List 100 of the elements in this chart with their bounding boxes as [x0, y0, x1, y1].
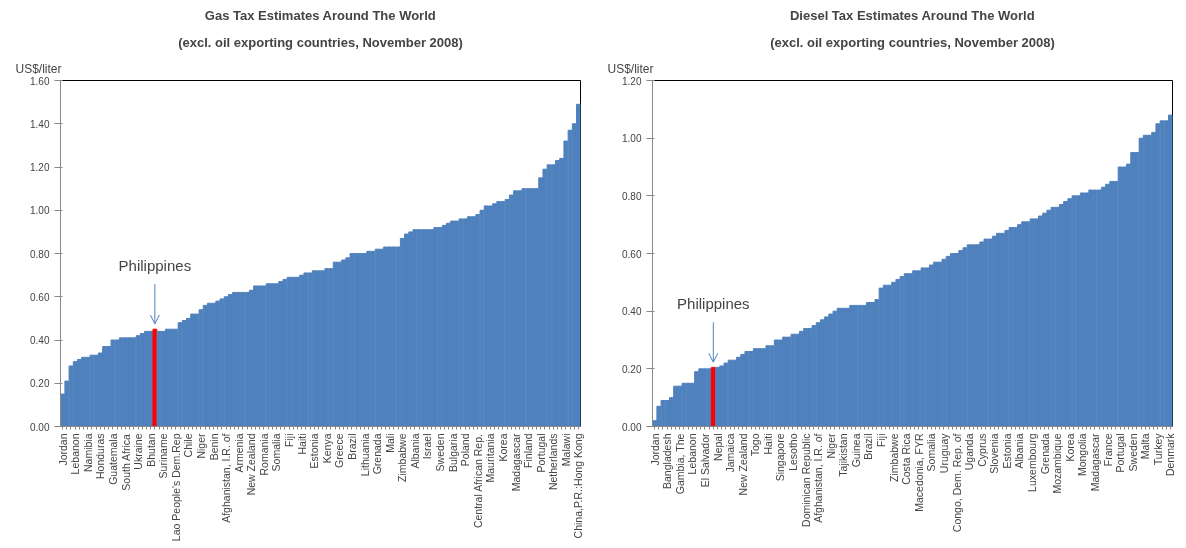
- x-tick-label: Haiti: [295, 433, 308, 455]
- y-tick-label: 1.20: [622, 75, 642, 87]
- x-tick-label: Mauritania: [484, 433, 497, 483]
- chart-subtitle: (excl. oil exporting countries, November 2008): [178, 34, 463, 50]
- y-tick-label: 1.40: [30, 118, 50, 130]
- annotation: Philippines: [118, 256, 192, 274]
- x-tick-label: Togo: [749, 433, 762, 457]
- y-tick-label: 0.40: [622, 306, 642, 318]
- x-tick-label: Albania: [1013, 433, 1026, 469]
- x-tick-label: Gambia, The: [673, 433, 686, 495]
- x-tick-label: Macedonia, FYR: [912, 433, 925, 512]
- y-tick-label: 1.00: [622, 133, 642, 145]
- bar: [152, 328, 158, 427]
- x-tick-label: Mozambique: [1051, 433, 1064, 494]
- bar: [391, 246, 397, 427]
- y-axis-title: US$/liter: [15, 61, 62, 76]
- bar: [1071, 195, 1077, 427]
- x-tick-label: Suriname: [157, 433, 170, 479]
- x-tick-label: Albania: [408, 433, 421, 469]
- x-tick-label: Niger: [194, 433, 207, 459]
- x-tick-label: Grenada: [371, 433, 384, 475]
- x-tick-label: New Zealand: [736, 433, 749, 496]
- y-tick-label: 0.00: [30, 421, 50, 433]
- bar: [307, 272, 313, 427]
- y-tick-label: 0.60: [622, 248, 642, 260]
- x-tick-label: Luxembourg: [1026, 433, 1039, 492]
- bar: [681, 382, 687, 427]
- x-tick-label: Kenya: [320, 433, 333, 464]
- x-tick-label: Ukraine: [132, 433, 145, 470]
- x-tick-label: Estonia: [1000, 433, 1013, 469]
- x-tick-label: Niger: [824, 433, 837, 459]
- x-tick-label: Mali: [383, 433, 396, 453]
- bar: [702, 368, 708, 427]
- x-tick-label: Greece: [333, 433, 346, 468]
- chart-title: Gas Tax Estimates Around The World: [204, 7, 436, 23]
- x-tick-label: Costa Rica: [900, 433, 913, 485]
- bar: [723, 362, 729, 427]
- x-tick-label: Dominican Republic: [799, 433, 812, 527]
- x-tick-label: Armenia: [232, 433, 245, 473]
- x-tick-label: Sweden: [434, 433, 447, 472]
- x-tick-label: Somalia: [925, 433, 938, 472]
- x-tick-label: Korea: [1063, 433, 1076, 462]
- x-tick-label: Jordan: [56, 433, 69, 466]
- bar: [479, 209, 485, 427]
- x-tick-label: Nepal: [711, 433, 724, 461]
- x-tick-label: Estonia: [308, 433, 321, 469]
- bar: [832, 310, 838, 427]
- x-tick-label: Madagascar: [1088, 433, 1101, 492]
- x-tick-label: Zimbabwe: [396, 433, 409, 482]
- y-tick-label: 0.60: [30, 291, 50, 303]
- bar: [89, 354, 95, 427]
- x-tick-label: New Zealand: [245, 433, 258, 496]
- bar: [853, 304, 859, 427]
- x-tick-label: Finland: [522, 433, 535, 468]
- x-tick-label: Uganda: [963, 433, 976, 471]
- x-tick-label: Somalia: [270, 433, 283, 472]
- x-tick-label: Sweden: [1126, 433, 1139, 472]
- x-tick-label: Malta: [1139, 433, 1152, 460]
- bar: [542, 168, 548, 427]
- x-tick-label: Mongolia: [1076, 433, 1089, 477]
- bar: [131, 337, 137, 427]
- bar: [744, 351, 750, 427]
- x-tick-label: Fiji: [875, 433, 888, 447]
- bar: [219, 298, 225, 427]
- x-tick-label: Madagascar: [509, 433, 522, 492]
- x-tick-label: Malawi: [559, 433, 572, 467]
- bar: [983, 238, 989, 427]
- bar: [521, 188, 527, 427]
- x-tick-label: Benin: [207, 433, 220, 461]
- x-tick-label: Netherlands: [547, 433, 560, 491]
- bar: [790, 333, 796, 427]
- x-tick-label: Jamaica: [724, 433, 737, 473]
- bar: [437, 227, 443, 427]
- y-axis-title: US$/liter: [607, 61, 654, 76]
- x-tick-label: Bulgaria: [446, 433, 459, 473]
- bar: [500, 201, 506, 427]
- x-tick-label: Denmark: [1164, 432, 1177, 477]
- x-tick-label: China,P.R.:Hong Kong: [572, 433, 585, 539]
- x-tick-label: South Africa: [119, 433, 132, 491]
- bar: [962, 247, 968, 427]
- bar: [349, 253, 355, 427]
- y-tick-label: 0.20: [622, 363, 642, 375]
- y-tick-label: 0.80: [622, 190, 642, 202]
- x-tick-label: Fiji: [283, 433, 296, 447]
- x-tick-label: Lebanon: [686, 433, 699, 475]
- bar: [1050, 206, 1056, 427]
- x-tick-label: Afghanistan, I.R. of: [220, 433, 233, 523]
- x-tick-label: Haiti: [761, 433, 774, 455]
- bar: [920, 267, 926, 427]
- x-tick-label: Grenada: [1038, 433, 1051, 475]
- y-tick-label: 1.60: [30, 75, 50, 87]
- x-tick-label: Brazil: [345, 433, 358, 460]
- x-tick-label: Slovenia: [988, 433, 1001, 474]
- bar: [811, 325, 817, 427]
- bar: [1029, 218, 1035, 427]
- x-tick-label: Romania: [257, 433, 270, 476]
- bar: [1004, 229, 1010, 427]
- y-tick-label: 0.20: [30, 378, 50, 390]
- bar: [110, 339, 116, 427]
- y-tick-label: 1.00: [30, 205, 50, 217]
